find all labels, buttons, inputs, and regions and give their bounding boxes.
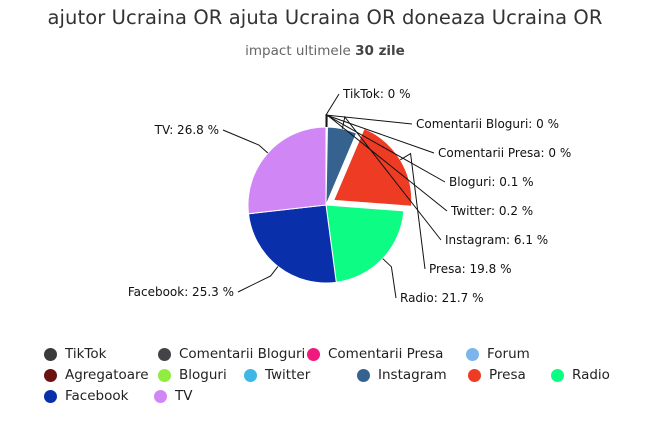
chart-subtitle: impact ultimele 30 zile — [0, 43, 650, 59]
legend-item-comentarii-bloguri[interactable]: Comentarii Bloguri — [158, 346, 305, 362]
data-label-twitter: Twitter: 0.2 % — [450, 204, 533, 218]
legend-label-presa: Presa — [489, 367, 526, 383]
legend-swatch-facebook — [44, 389, 57, 403]
data-label-comentarii-bloguri: Comentarii Bloguri: 0 % — [416, 117, 559, 131]
legend-item-tv[interactable]: TV — [154, 388, 192, 404]
legend-label-tv: TV — [175, 388, 193, 404]
chart-title: ajutor Ucraina OR ajuta Ucraina OR donea… — [47, 6, 603, 29]
data-label-instagram: Instagram: 6.1 % — [445, 233, 548, 247]
legend-swatch-tv — [154, 389, 167, 403]
legend-item-facebook[interactable]: Facebook — [44, 388, 128, 404]
subtitle-prefix: impact ultimele — [245, 43, 351, 59]
legend-swatch-bloguri — [158, 368, 171, 382]
connector-radio — [382, 258, 397, 299]
legend-item-instagram[interactable]: Instagram — [357, 367, 447, 383]
legend-label-tiktok: TikTok — [65, 346, 107, 362]
pie-slice-radio[interactable] — [325, 204, 405, 283]
legend-item-twitter[interactable]: Twitter — [244, 367, 310, 383]
legend-label-agregatoare: Agregatoare — [65, 367, 149, 383]
pie-slice-facebook[interactable] — [247, 204, 337, 284]
subtitle-period: 30 zile — [355, 43, 405, 59]
legend-item-forum[interactable]: Forum — [466, 346, 530, 362]
legend-item-presa[interactable]: Presa — [468, 367, 526, 383]
legend-label-twitter: Twitter — [265, 367, 311, 383]
legend-swatch-radio — [551, 368, 564, 382]
connector-presa — [400, 152, 426, 270]
legend-item-comentarii-presa[interactable]: Comentarii Presa — [307, 346, 443, 362]
data-label-tv: TV: 26.8 % — [154, 123, 219, 137]
pie-slice-presa[interactable] — [332, 127, 413, 207]
legend-swatch-comentarii-presa — [307, 347, 320, 361]
data-label-presa: Presa: 19.8 % — [429, 262, 511, 276]
legend-label-bloguri: Bloguri — [179, 367, 227, 383]
legend-swatch-comentarii-bloguri — [158, 347, 171, 361]
connector-facebook — [237, 266, 279, 293]
legend-item-radio[interactable]: Radio — [551, 367, 610, 383]
connector-twitter — [326, 113, 448, 212]
connector-comentarii-bloguri — [325, 114, 413, 127]
data-label-bloguri: Bloguri: 0.1 % — [449, 175, 534, 189]
legend-item-tiktok[interactable]: TikTok — [44, 346, 106, 362]
legend-swatch-presa — [468, 368, 481, 382]
legend-swatch-forum — [466, 347, 479, 361]
legend-item-agregatoare[interactable]: Agregatoare — [44, 367, 149, 383]
connector-tv — [222, 129, 269, 154]
data-label-tiktok: TikTok: 0 % — [342, 87, 411, 101]
connector-bloguri — [325, 114, 446, 183]
legend-label-forum: Forum — [487, 346, 530, 362]
legend-label-comentarii-bloguri: Comentarii Bloguri — [179, 346, 306, 362]
pie-slice-instagram[interactable] — [325, 126, 358, 206]
legend-swatch-agregatoare — [44, 368, 57, 382]
connector-tiktok — [325, 93, 340, 127]
legend-label-comentarii-presa: Comentarii Presa — [328, 346, 444, 362]
legend-swatch-tiktok — [44, 347, 57, 361]
connector-instagram — [341, 115, 442, 241]
data-label-radio: Radio: 21.7 % — [400, 291, 484, 305]
data-label-facebook: Facebook: 25.3 % — [128, 285, 234, 299]
legend-swatch-instagram — [357, 368, 370, 382]
pie-chart: TikTok: 0 % Comentarii Bloguri: 0 % Coment… — [128, 87, 571, 305]
pie-slice-tv[interactable] — [247, 126, 327, 215]
data-label-comentarii-presa: Comentarii Presa: 0 % — [438, 146, 571, 160]
legend-label-facebook: Facebook — [65, 388, 129, 404]
legend-item-bloguri[interactable]: Bloguri — [158, 367, 227, 383]
legend-swatch-twitter — [244, 368, 257, 382]
legend-label-radio: Radio — [572, 367, 610, 383]
legend-label-instagram: Instagram — [378, 367, 447, 383]
